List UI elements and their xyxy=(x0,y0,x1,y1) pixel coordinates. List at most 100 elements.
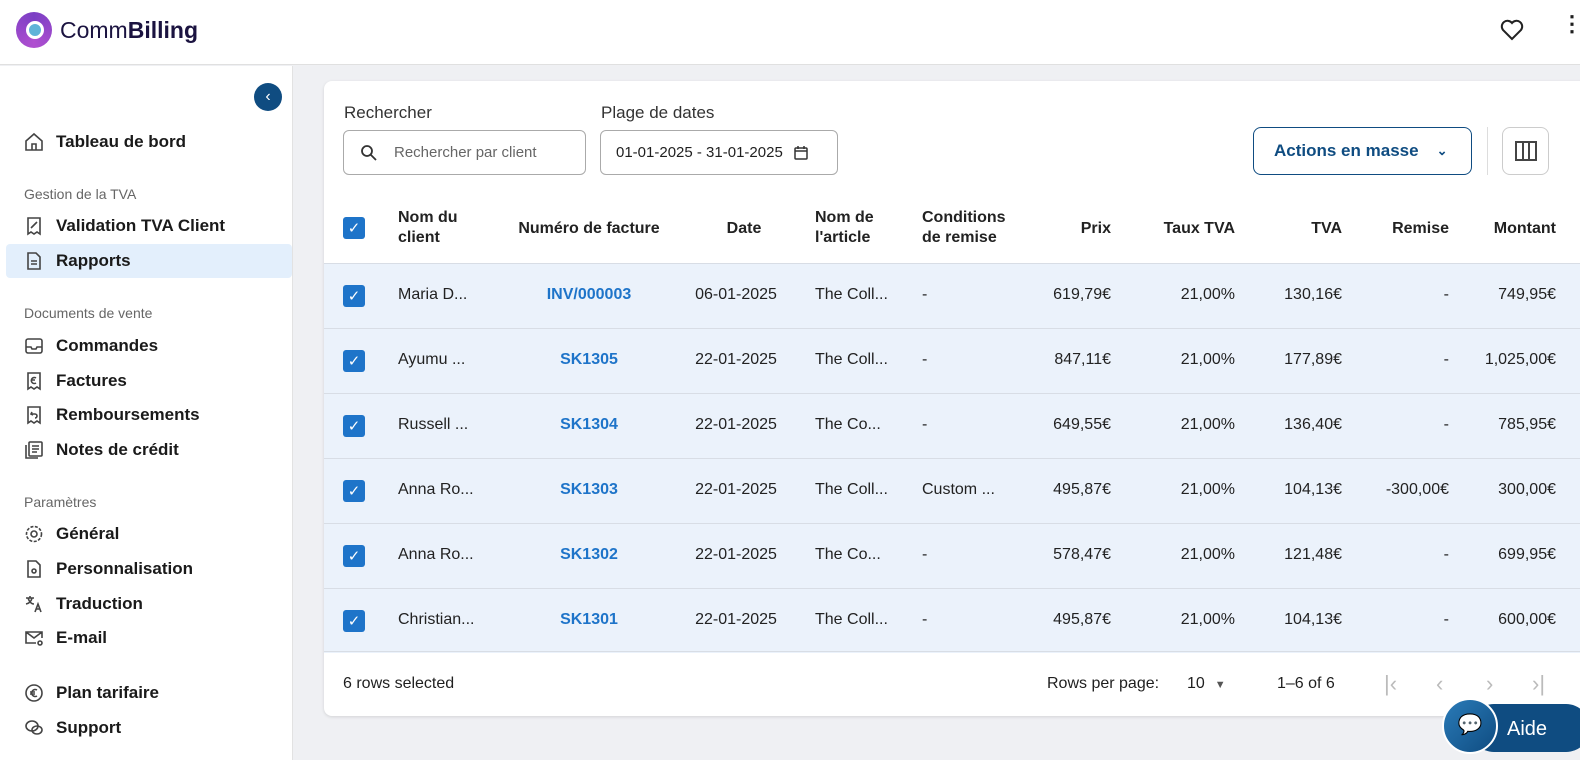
rows-per-page-select[interactable]: 10 ▼ xyxy=(1187,675,1226,693)
sidebar-item-credit-notes[interactable]: Notes de crédit xyxy=(6,433,292,467)
cell-rate: 21,00% xyxy=(1180,481,1235,498)
table-row[interactable]: ✓ Maria D... INV/000003 06-01-2025 The Coll.… xyxy=(324,263,1580,328)
cell-tva: 104,13€ xyxy=(1284,611,1342,628)
row-checkbox[interactable]: ✓ xyxy=(343,285,365,307)
column-header-article[interactable]: Nom de l'article xyxy=(815,209,874,246)
sidebar-item-reports[interactable]: Rapports xyxy=(6,244,292,278)
cell-date: 22-01-2025 xyxy=(695,351,777,368)
label: Tableau de bord xyxy=(56,132,187,151)
sidebar-item-customization[interactable]: Personnalisation xyxy=(6,552,292,586)
cell-amount: 749,95€ xyxy=(1498,286,1556,303)
cell-amount: 600,00€ xyxy=(1498,611,1556,628)
select-all-checkbox[interactable]: ✓ xyxy=(343,217,365,239)
bulk-actions-button[interactable]: Actions en masse ⌄ xyxy=(1253,127,1472,175)
divider xyxy=(1487,127,1488,175)
sidebar-item-orders[interactable]: Commandes xyxy=(6,329,292,363)
check-icon: ✓ xyxy=(347,288,361,305)
table-row[interactable]: ✓ Russell ... SK1304 22-01-2025 The Co... - 64… xyxy=(324,393,1580,458)
chevron-down-icon: ⌄ xyxy=(1436,143,1448,158)
sidebar-item-support[interactable]: Support xyxy=(6,711,292,745)
cell-invoice[interactable]: SK1301 xyxy=(560,611,618,628)
column-header-rate[interactable]: Taux TVA xyxy=(1163,220,1235,237)
cell-amount: 785,95€ xyxy=(1498,416,1556,433)
cell-invoice[interactable]: INV/000003 xyxy=(546,286,632,303)
check-icon: ✓ xyxy=(347,613,361,630)
chat-bubbles-icon[interactable]: 💬 xyxy=(1442,698,1498,754)
column-header-name[interactable]: Nom du client xyxy=(398,209,458,246)
cell-invoice[interactable]: SK1303 xyxy=(560,481,618,498)
cell-date: 06-01-2025 xyxy=(695,286,777,303)
column-header-price[interactable]: Prix xyxy=(1080,220,1111,237)
table-row[interactable]: ✓ Ayumu ... SK1305 22-01-2025 The Coll... - 84… xyxy=(324,328,1580,393)
column-header-conditions[interactable]: Conditions de remise xyxy=(922,209,1006,246)
sidebar-item-dashboard[interactable]: Tableau de bord xyxy=(6,125,292,159)
table-row[interactable]: ✓ Anna Ro... SK1303 22-01-2025 The Coll... Cu… xyxy=(324,458,1580,523)
label: Notes de crédit xyxy=(56,440,179,459)
cell-discount: -300,00€ xyxy=(1385,481,1449,498)
pagination-range: 1–6 of 6 xyxy=(1277,675,1335,692)
check-icon: ✓ xyxy=(347,353,361,370)
search-icon xyxy=(361,144,377,161)
sidebar-item-refunds[interactable]: Remboursements xyxy=(6,398,292,432)
date-range-input[interactable]: 01-01-2025 - 31-01-2025 xyxy=(600,130,838,175)
cell-price: 495,87€ xyxy=(1053,611,1111,628)
cell-invoice[interactable]: SK1302 xyxy=(560,546,618,563)
cell-article: The Coll... xyxy=(815,611,888,628)
check-icon: ✓ xyxy=(347,418,361,435)
email-settings-icon xyxy=(25,631,43,646)
column-header-date[interactable]: Date xyxy=(726,220,762,237)
cell-name: Ayumu ... xyxy=(398,351,466,368)
label: E-mail xyxy=(56,628,108,647)
calendar-icon[interactable] xyxy=(793,145,809,161)
translate-icon xyxy=(25,596,42,613)
row-checkbox[interactable]: ✓ xyxy=(343,545,365,567)
cell-date: 22-01-2025 xyxy=(695,481,777,498)
sidebar-item-email[interactable]: E-mail xyxy=(6,621,292,655)
sidebar-item-invoices[interactable]: Factures xyxy=(6,364,292,398)
column-header-amount[interactable]: Montant xyxy=(1493,220,1556,237)
cell-price: 847,11€ xyxy=(1054,351,1111,368)
column-header-discount[interactable]: Remise xyxy=(1392,220,1449,237)
home-icon xyxy=(25,132,43,151)
sidebar: ‹ Tableau de bord Gestion de la TVA Vali… xyxy=(0,66,293,760)
label: Validation TVA Client xyxy=(56,216,226,235)
cell-discount: - xyxy=(1443,416,1449,433)
table-row[interactable]: ✓ Christian... SK1301 22-01-2025 The Coll...… xyxy=(324,588,1580,653)
column-header-tva[interactable]: TVA xyxy=(1311,220,1342,237)
cell-invoice[interactable]: SK1305 xyxy=(560,351,618,368)
cell-article: The Coll... xyxy=(815,286,888,303)
row-checkbox[interactable]: ✓ xyxy=(343,480,365,502)
search-input[interactable]: Rechercher par client xyxy=(343,130,586,175)
column-header-invoice[interactable]: Numéro de facture xyxy=(518,220,660,237)
brand-name[interactable]: CommBilling xyxy=(60,17,198,44)
table-row[interactable]: ✓ Anna Ro... SK1302 22-01-2025 The Co... - 578… xyxy=(324,523,1580,588)
cell-article: The Coll... xyxy=(815,351,888,368)
row-checkbox[interactable]: ✓ xyxy=(343,415,365,437)
first-page-icon[interactable]: |‹ xyxy=(1384,671,1398,696)
row-checkbox[interactable]: ✓ xyxy=(343,610,365,632)
sidebar-item-general[interactable]: Général xyxy=(6,517,292,551)
collapse-sidebar-button[interactable]: ‹ xyxy=(254,83,282,111)
previous-page-icon[interactable]: ‹ xyxy=(1436,671,1444,696)
label: Plan tarifaire xyxy=(56,683,159,702)
next-page-icon[interactable]: › xyxy=(1486,671,1494,696)
row-checkbox[interactable]: ✓ xyxy=(343,350,365,372)
cell-invoice[interactable]: SK1304 xyxy=(560,416,618,433)
cell-conditions: Custom ... xyxy=(922,481,995,498)
more-menu-icon[interactable]: ⋮ xyxy=(1561,11,1580,36)
columns-button[interactable] xyxy=(1502,127,1549,175)
cell-tva: 177,89€ xyxy=(1284,351,1342,368)
sidebar-item-plan[interactable]: Plan tarifaire xyxy=(6,676,292,710)
heart-icon[interactable] xyxy=(1500,19,1524,41)
cell-conditions: - xyxy=(922,351,928,368)
help-label: Aide xyxy=(1507,718,1548,740)
sidebar-item-validation[interactable]: Validation TVA Client xyxy=(6,209,292,243)
cell-conditions: - xyxy=(922,546,928,563)
cell-rate: 21,00% xyxy=(1180,286,1235,303)
cell-price: 495,87€ xyxy=(1053,481,1111,498)
cell-tva: 104,13€ xyxy=(1284,481,1342,498)
date-range-label: Plage de dates xyxy=(601,103,715,122)
cell-conditions: - xyxy=(922,611,928,628)
last-page-icon[interactable]: ›| xyxy=(1532,671,1546,696)
sidebar-item-translation[interactable]: Traduction xyxy=(6,587,292,621)
